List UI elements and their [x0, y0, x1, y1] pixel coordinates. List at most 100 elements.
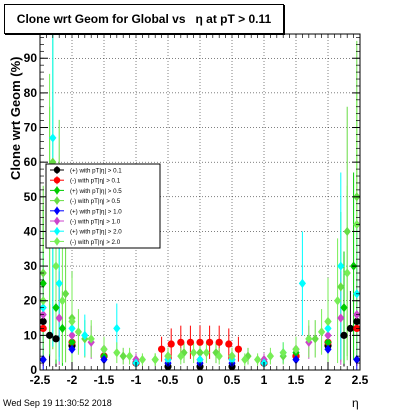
data-point: [343, 226, 351, 237]
data-point: [305, 334, 313, 344]
legend-label: (+) with pT|η| > 1.0: [70, 208, 122, 215]
data-point: [74, 327, 82, 337]
data-point: [68, 344, 76, 354]
data-point: [215, 351, 223, 361]
data-point: [113, 348, 121, 358]
legend-marker: [53, 216, 61, 226]
data-point: [279, 348, 287, 358]
data-point: [318, 327, 326, 337]
x-tick-label: 2: [325, 373, 332, 387]
data-point: [119, 351, 127, 361]
data-point: [292, 344, 300, 354]
y-tick-label: 30: [24, 259, 38, 273]
legend-label: (-) with pT|η| > 2.0: [70, 239, 121, 246]
y-tick-label: 40: [24, 224, 38, 238]
legend-marker: [53, 186, 61, 195]
data-point: [241, 355, 249, 365]
legend-marker: [53, 237, 61, 246]
data-point: [340, 303, 348, 313]
data-point: [52, 335, 60, 343]
data-point: [177, 351, 185, 361]
data-point: [87, 334, 95, 344]
data-point: [55, 313, 63, 323]
data-point: [58, 296, 66, 306]
legend: (+) with pT|η| > 0.1 (-) with pT|η| > 0.1…: [45, 163, 161, 249]
data-point: [52, 261, 60, 271]
legend-marker: [53, 177, 61, 184]
data-point: [324, 330, 332, 340]
x-tick-label: 1: [261, 373, 268, 387]
y-tick-label: 80: [24, 86, 38, 100]
data-point: [177, 338, 185, 346]
y-axis-label: Clone wrt Geom (%): [8, 56, 23, 180]
data-point: [298, 278, 306, 289]
x-tick-label: -1.5: [94, 373, 115, 387]
data-point: [68, 316, 76, 327]
x-tick-label: 0.5: [224, 373, 241, 387]
data-point: [39, 355, 47, 365]
data-point: [340, 331, 348, 339]
legend-label: (+) with pT|η| > 2.0: [70, 229, 122, 236]
data-point: [353, 355, 361, 365]
data-point: [100, 355, 108, 365]
y-tick-label: 60: [24, 155, 38, 169]
data-point: [334, 296, 342, 306]
data-point: [151, 355, 159, 365]
data-point: [62, 289, 70, 299]
data-point: [346, 324, 354, 333]
y-tick-label: 0: [30, 363, 37, 377]
data-point: [126, 351, 134, 361]
data-point: [58, 323, 66, 334]
x-tick-label: -2.5: [30, 373, 51, 387]
legend-box: [45, 163, 161, 249]
data-point: [206, 338, 214, 346]
legend-marker: [53, 166, 61, 174]
x-tick-label: 0: [197, 373, 204, 387]
data-point: [311, 334, 319, 344]
data-point: [158, 345, 166, 353]
x-tick-label: 2.5: [352, 373, 369, 387]
legend-marker: [53, 196, 61, 205]
data-point: [202, 348, 210, 358]
data-point: [215, 338, 223, 346]
data-point: [39, 278, 47, 289]
data-point: [324, 323, 332, 334]
data-point: [196, 355, 204, 365]
legend-label: (+) with pT|η| > 0.5: [70, 188, 122, 195]
y-tick-label: 10: [24, 328, 38, 342]
data-point: [186, 338, 194, 346]
data-point: [46, 331, 54, 339]
legend-marker: [53, 227, 61, 236]
legend-label: (-) with pT|η| > 0.1: [70, 178, 121, 185]
x-tick-label: -1: [131, 373, 142, 387]
data-point: [52, 303, 60, 313]
x-axis-label: η: [352, 396, 359, 410]
data-point: [337, 282, 345, 292]
data-point: [196, 338, 204, 346]
data-point: [324, 316, 332, 327]
data-point: [337, 261, 345, 271]
data-point: [337, 313, 345, 323]
y-tick-label: 90: [24, 51, 38, 65]
x-tick-label: -0.5: [158, 373, 179, 387]
data-point: [68, 330, 76, 340]
data-point: [228, 351, 236, 361]
chart-title: Clone wrt Geom for Global vs η at pT > 0…: [4, 4, 284, 34]
data-point: [167, 340, 175, 348]
data-point: [254, 355, 262, 365]
data-point: [266, 351, 274, 361]
data-point: [225, 340, 233, 348]
data-point: [68, 337, 76, 347]
legend-marker: [53, 206, 61, 215]
data-point: [49, 133, 57, 143]
data-point: [292, 355, 300, 365]
data-point: [113, 323, 121, 334]
data-point: [81, 330, 89, 340]
data-point: [164, 351, 172, 361]
data-point: [324, 344, 332, 354]
timestamp-footer: Wed Sep 19 11:30:52 2018: [3, 398, 112, 408]
data-point: [343, 268, 351, 278]
data-point: [100, 344, 108, 354]
y-tick-label: 50: [24, 190, 38, 204]
